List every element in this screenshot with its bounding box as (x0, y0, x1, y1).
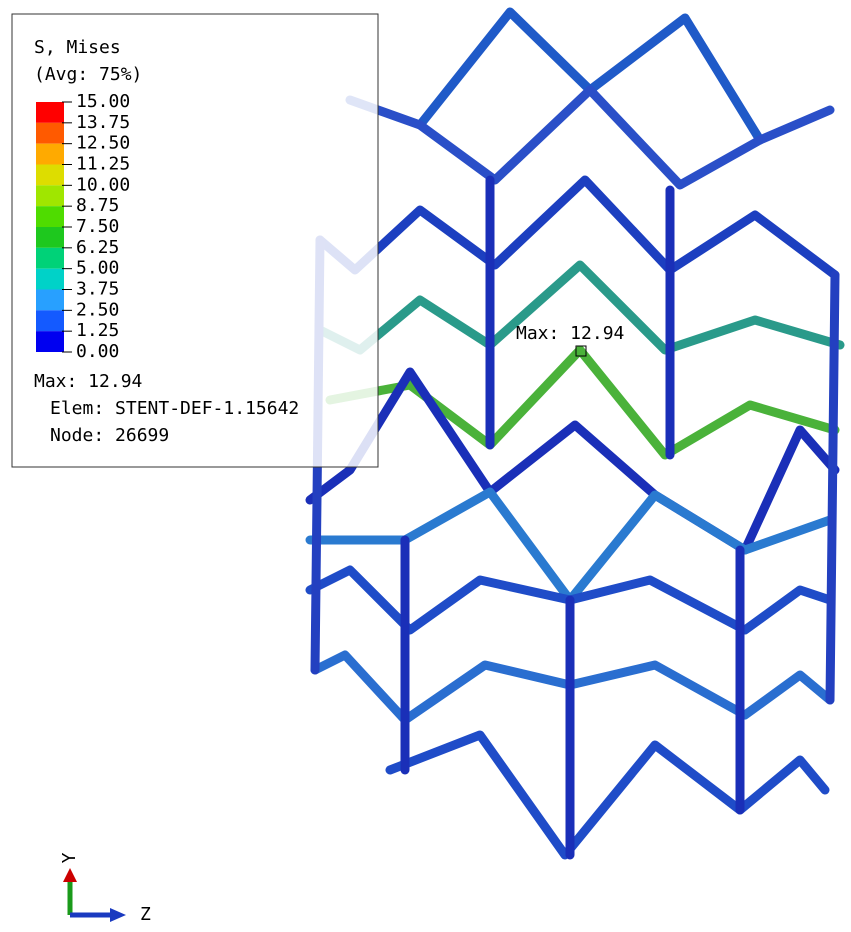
legend-level: 15.00 (76, 91, 130, 112)
strut (330, 350, 835, 455)
strut (830, 275, 835, 700)
color-swatch (36, 290, 64, 311)
color-swatch (36, 185, 64, 206)
triad-vertical-label: Y (59, 852, 80, 863)
legend-elem: Elem: STENT-DEF-1.15642 (50, 398, 299, 419)
legend-level: 1.25 (76, 320, 119, 341)
color-swatch (36, 227, 64, 248)
color-swatch (36, 165, 64, 186)
legend-level: 3.75 (76, 279, 119, 300)
triad-arrow (110, 908, 126, 922)
color-swatch (36, 331, 64, 352)
triad-arrow (63, 868, 77, 882)
color-swatch (36, 144, 64, 165)
strut (420, 12, 760, 140)
max-annotation: Max: 12.94 (516, 323, 624, 344)
legend-title: S, Mises (34, 37, 121, 58)
legend-level: 12.50 (76, 133, 130, 154)
color-swatch (36, 310, 64, 331)
color-swatch (36, 206, 64, 227)
legend-level: 13.75 (76, 112, 130, 133)
strut (310, 372, 835, 550)
stent (310, 12, 840, 855)
axis-triad: Y Z (59, 852, 151, 925)
legend-subtitle: (Avg: 75%) (34, 64, 142, 85)
color-swatch (36, 123, 64, 144)
legend-max: Max: 12.94 (34, 371, 142, 392)
legend-level: 7.50 (76, 216, 119, 237)
legend-level: 0.00 (76, 341, 119, 362)
strut (310, 492, 830, 600)
strut (350, 90, 830, 185)
color-swatch (36, 269, 64, 290)
legend-level: 10.00 (76, 174, 130, 195)
strut (390, 735, 825, 855)
legend-node: Node: 26699 (50, 425, 169, 446)
legend-level: 2.50 (76, 299, 119, 320)
legend-level: 11.25 (76, 154, 130, 175)
color-swatch (36, 248, 64, 269)
color-swatch (36, 102, 64, 123)
viewport: S, Mises (Avg: 75%) 15.0013.7512.5011.25… (0, 0, 851, 932)
legend-level: 5.00 (76, 258, 119, 279)
legend-level: 8.75 (76, 195, 119, 216)
legend-level: 6.25 (76, 237, 119, 258)
color-bar: 15.0013.7512.5011.2510.008.757.506.255.0… (36, 91, 130, 362)
strut (320, 180, 835, 275)
triad-horizontal-label: Z (140, 904, 151, 925)
